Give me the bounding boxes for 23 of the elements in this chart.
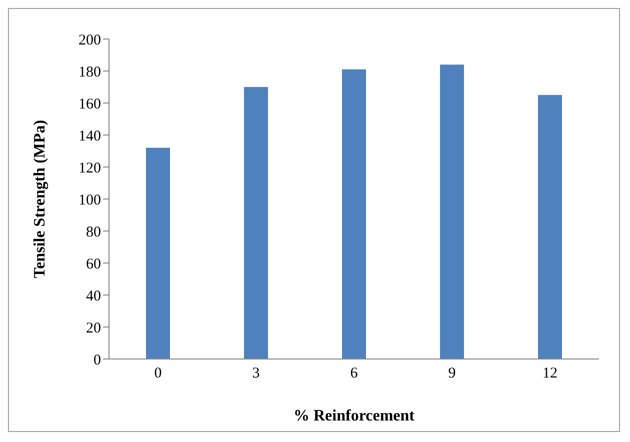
y-tick-label: 100 (78, 192, 101, 208)
y-tick-label: 20 (86, 320, 101, 336)
x-axis-title: % Reinforcement (294, 407, 416, 424)
y-tick-label: 180 (78, 64, 101, 80)
y-axis-title: Tensile Strength (MPa) (32, 120, 49, 278)
bar (244, 87, 268, 359)
x-tick-label: 9 (448, 366, 456, 382)
y-tick-label: 160 (78, 96, 101, 112)
y-tick-label: 80 (86, 224, 101, 240)
bar (342, 69, 366, 359)
bar (146, 148, 170, 359)
x-tick-label: 6 (350, 366, 358, 382)
x-tick-label: 0 (154, 366, 162, 382)
x-tick-label: 12 (542, 366, 558, 382)
y-tick-label: 200 (78, 32, 101, 48)
x-tick-label: 3 (252, 366, 260, 382)
y-tick-label: 120 (78, 160, 101, 176)
y-tick-label: 140 (78, 128, 101, 144)
y-tick-label: 40 (86, 288, 101, 304)
y-tick-label: 60 (86, 256, 101, 272)
bar (538, 95, 562, 359)
y-tick-label: 0 (94, 352, 101, 368)
bar (440, 64, 464, 359)
